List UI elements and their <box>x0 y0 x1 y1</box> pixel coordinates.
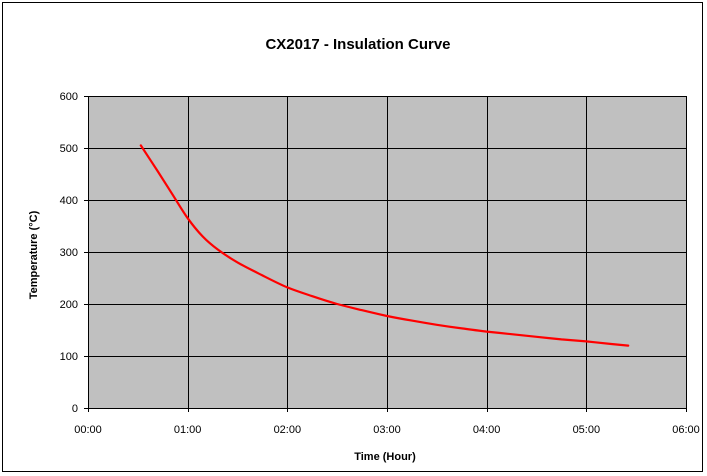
y-axis-title: Temperature (°C) <box>28 210 40 299</box>
x-tick-label-5: 05:00 <box>573 424 601 436</box>
x-tick-labels: 00:00 01:00 02:00 03:00 04:00 05:00 06:00 <box>74 424 700 436</box>
x-tick-label-3: 03:00 <box>373 424 401 436</box>
series-layer <box>139 144 630 347</box>
chart-svg: CX2017 - Insulation Curve 0 100 200 300 400 5… <box>28 36 700 463</box>
x-tick-label-4: 04:00 <box>473 424 501 436</box>
y-tick-label-4: 400 <box>60 195 78 207</box>
y-tick-label-6: 600 <box>60 91 78 103</box>
y-tick-label-2: 200 <box>60 299 78 311</box>
y-tick-label-3: 300 <box>60 247 78 259</box>
y-tick-labels: 0 100 200 300 400 500 600 <box>60 91 78 415</box>
x-tick-label-6: 06:00 <box>672 424 700 436</box>
axes <box>84 96 687 412</box>
x-tick-label-0: 00:00 <box>74 424 102 436</box>
x-tick-label-1: 01:00 <box>174 424 202 436</box>
y-tick-label-5: 500 <box>60 143 78 155</box>
chart-frame: CX2017 - Insulation Curve 0 100 200 300 400 5… <box>2 2 703 472</box>
y-tick-label-0: 0 <box>72 403 78 415</box>
series-line-0 <box>139 144 630 347</box>
x-axis-title: Time (Hour) <box>354 451 416 463</box>
chart-title: CX2017 - Insulation Curve <box>265 36 450 53</box>
x-tick-label-2: 02:00 <box>274 424 302 436</box>
y-tick-label-1: 100 <box>60 351 78 363</box>
